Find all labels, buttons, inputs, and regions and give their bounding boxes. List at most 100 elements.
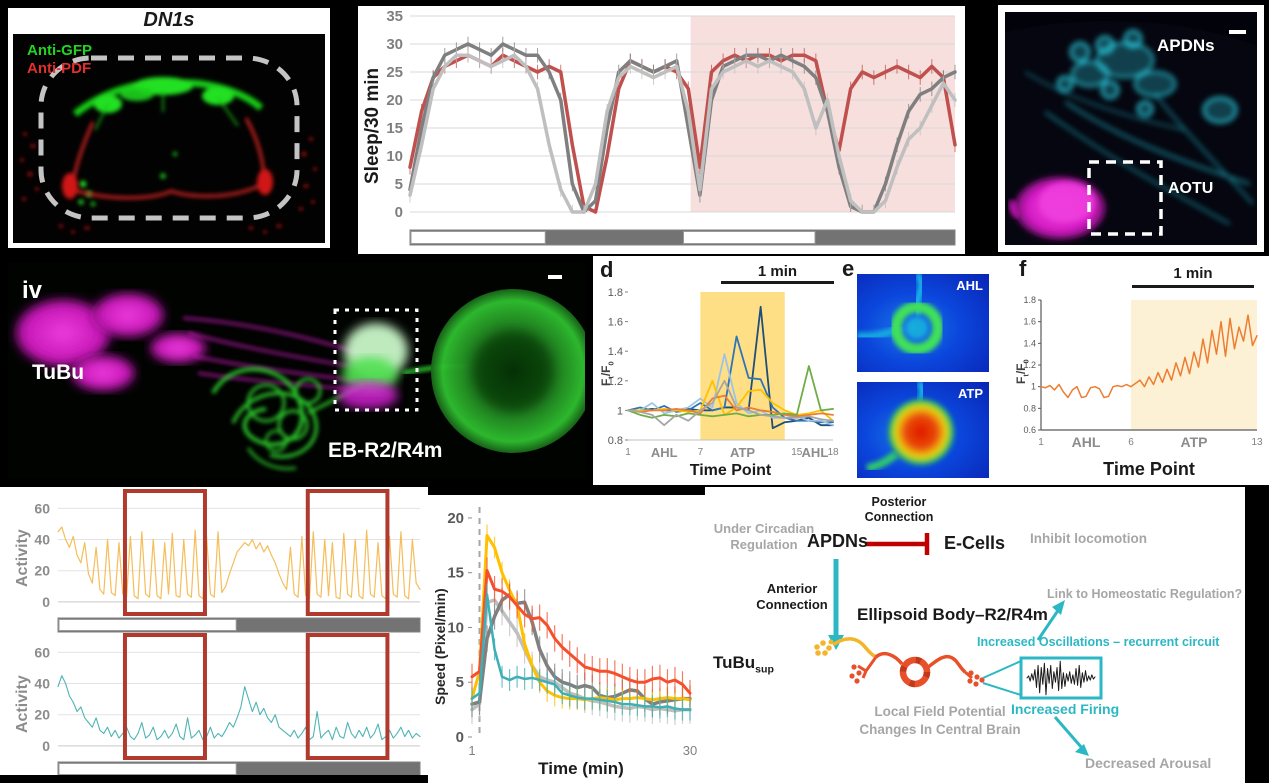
d-scalebar-line xyxy=(721,281,834,284)
activity-yellow xyxy=(57,526,421,600)
ahl-image-label: AHL xyxy=(956,278,983,293)
roi-orange xyxy=(627,394,834,418)
light-phase-segment xyxy=(410,231,546,244)
tick-label: 0.8 xyxy=(608,435,623,447)
tick-label: 20 xyxy=(34,707,50,723)
posterior-connection-label: Posterior Connection xyxy=(864,495,934,524)
tick-label: 7 xyxy=(698,447,704,458)
tick-label: 1 xyxy=(1038,437,1044,448)
tick-label: 1.2 xyxy=(608,376,623,388)
d-x-axis-label: Time Point xyxy=(689,462,772,479)
light-phase-segment xyxy=(58,619,237,631)
anti-gfp-label: Anti-GFP xyxy=(27,42,92,59)
phase-label: ATP xyxy=(730,445,755,460)
posterior-inhibition-tbar xyxy=(865,533,930,555)
light-phase-segment xyxy=(58,763,237,775)
speed-orange xyxy=(470,569,692,695)
heatmap-atp: ATP xyxy=(857,382,989,478)
roi-green xyxy=(627,365,834,419)
ecells-node-label: E-Cells xyxy=(944,533,1006,553)
tick-label: 60 xyxy=(34,500,50,516)
pdf-signal xyxy=(62,117,273,200)
tick-label: 20 xyxy=(34,563,50,579)
speed-lightgray xyxy=(470,598,692,713)
roi-gray xyxy=(627,379,834,427)
phase-label: AHL xyxy=(802,445,829,460)
tick-label: 1 xyxy=(625,447,631,458)
d-y-axis-label: Ft/F0 xyxy=(599,361,616,386)
analysis-window-box xyxy=(305,489,390,616)
diagram-art-svg xyxy=(814,533,1103,756)
apdns-node-label: APDNs xyxy=(807,531,869,551)
panel-e: e AHL xyxy=(840,256,1010,485)
tick-label: 0 xyxy=(42,594,50,610)
lfp-changes-label: Local Field Potential Changes In Central… xyxy=(859,704,1021,737)
link-homeostatic-label: Link to Homeostatic Regulation? xyxy=(1047,587,1243,601)
tick-label: 15 xyxy=(791,447,803,458)
analysis-window-box xyxy=(122,633,207,760)
light-dark-bar xyxy=(409,229,956,246)
tubu-sup-label: TuBusup xyxy=(713,653,774,676)
panel-eb-image: iv TuBu EB-R2/R4m xyxy=(8,263,585,478)
tick-label: 1.8 xyxy=(1023,295,1036,305)
roi-blue xyxy=(627,335,834,424)
sleep-y-axis-label: Sleep/30 min xyxy=(362,67,383,184)
dn1s-art xyxy=(13,34,325,243)
tick-label: 0.8 xyxy=(1023,403,1036,413)
tubu-magenta-cluster xyxy=(15,293,377,392)
increased-oscillations-label: Increased Oscillations – recurrent circu… xyxy=(977,635,1220,649)
eb-art xyxy=(8,263,585,478)
anterior-connection-label: Anterior Connection xyxy=(756,581,828,612)
panel-sleep-chart: 0 5 10 15 20 25 30 35 Sleep/30 min xyxy=(358,6,965,254)
tick-label: 1.4 xyxy=(608,346,623,358)
aotu-roi-box xyxy=(1087,160,1163,236)
panel-speed: 0 5 10 15 20 1 30 Speed (Pixel/min) Time (min) xyxy=(428,495,705,783)
tick-label: 1 xyxy=(1031,382,1036,392)
heatmap-ahl: AHL xyxy=(857,274,989,372)
speed-chart-svg: 0 5 10 15 20 1 30 xyxy=(447,507,697,758)
tick-label: 15 xyxy=(447,565,464,582)
eb-r2r4m-label: EB-R2/R4m xyxy=(328,439,443,462)
gfp-signal xyxy=(72,77,264,207)
tick-label: 40 xyxy=(34,532,50,548)
tick-label: 10 xyxy=(447,619,464,636)
speed-darkgray xyxy=(470,592,692,706)
gcamp-orange xyxy=(1040,314,1258,399)
phase-label: ATP xyxy=(1181,434,1208,450)
apdns-art xyxy=(1005,12,1257,245)
panel-diagram: Under Circadian Regulation APDNs Posteri… xyxy=(705,487,1245,783)
panel-iv-letter: iv xyxy=(22,277,43,304)
aotu-signal xyxy=(1009,176,1106,240)
panel-f-letter: f xyxy=(1019,256,1027,281)
anti-pdf-label: Anti-PDF xyxy=(27,60,92,77)
under-circadian-label: Under Circadian Regulation xyxy=(713,521,815,553)
tick-label: 20 xyxy=(386,92,403,109)
lfp-waveform-trace xyxy=(1026,660,1096,696)
d-scalebar-label: 1 min xyxy=(757,263,798,280)
tick-label: 15 xyxy=(386,120,403,137)
tick-label: 35 xyxy=(386,8,403,25)
tick-label: 5 xyxy=(456,674,464,691)
analysis-window-box xyxy=(305,633,390,760)
panel-e-letter: e xyxy=(842,256,855,281)
tick-label: 5 xyxy=(395,176,403,193)
f-scalebar-label: 1 min xyxy=(1173,265,1213,282)
phase-label: AHL xyxy=(651,445,678,460)
speed-x-axis-label: Time (min) xyxy=(538,759,624,778)
apdns-scale-bar xyxy=(1229,30,1246,34)
tick-label: 6 xyxy=(1128,437,1134,448)
activity-top-y-label: Activity xyxy=(14,529,31,587)
tick-label: 60 xyxy=(34,644,50,660)
atp-shaded-region xyxy=(1131,300,1257,430)
decreased-arousal-arrow xyxy=(1053,716,1089,756)
tick-label: 25 xyxy=(386,64,403,81)
panel-activity: 0 20 40 60 0 20 40 60 Activity Activity xyxy=(0,487,428,775)
tick-label: 30 xyxy=(386,36,403,53)
tick-label: 20 xyxy=(447,510,464,527)
panel-dn1s: DN1s xyxy=(8,8,330,248)
activity-bottom-y-label: Activity xyxy=(14,675,31,733)
tick-label: 1.8 xyxy=(608,287,623,299)
tick-label: 0 xyxy=(456,729,464,746)
light-phase-segment xyxy=(683,231,816,244)
